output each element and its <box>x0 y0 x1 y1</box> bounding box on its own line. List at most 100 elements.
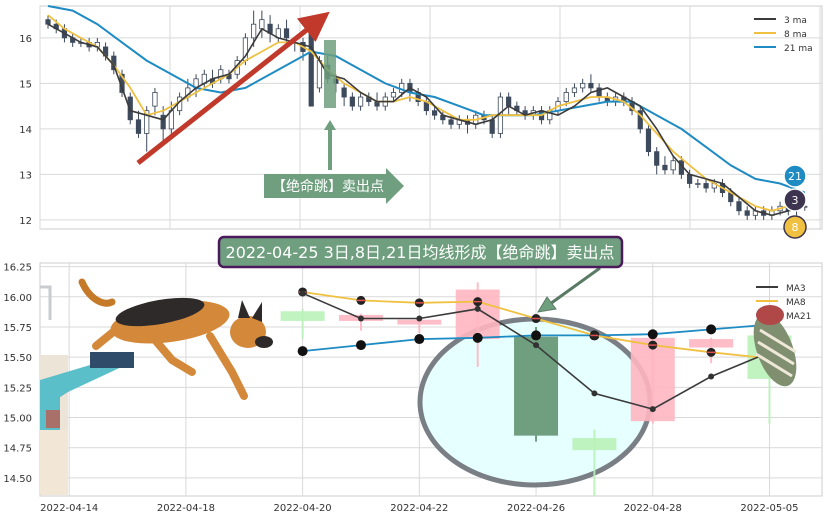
bottom-y-tick-label: 14.75 <box>3 444 32 455</box>
top-y-tick-label: 16 <box>19 34 32 45</box>
bottom-candle-body <box>689 339 734 348</box>
top-candle-body <box>637 110 643 130</box>
top-candle-body <box>390 92 397 98</box>
bottom-x-tick-label: 2022-04-18 <box>157 503 215 514</box>
top-candle-body <box>506 96 512 107</box>
bottom-ma3-line-marker <box>708 373 715 380</box>
top-y-tick-label: 12 <box>19 216 32 227</box>
bottom-ma21-line-marker <box>297 346 308 357</box>
bottom-candle-body <box>397 319 442 325</box>
end-badges: 21 3 8 <box>783 164 807 239</box>
bottom-candle-body <box>514 336 559 436</box>
bottom-x-tick-label: 2022-04-14 <box>40 503 98 514</box>
bottom-ma3-line-marker <box>416 315 423 322</box>
bottom-moving-averages <box>297 287 775 413</box>
rising-trend-arrow <box>136 11 330 165</box>
sell-signal-arrow-label <box>264 168 404 204</box>
bottom-y-tick-label: 15.75 <box>3 323 32 334</box>
top-candle-body <box>259 19 265 30</box>
top-candle-body <box>662 164 668 171</box>
bottom-x-ticks: 2022-04-14 2022-04-18 2022-04-20 2022-04-22… <box>40 503 798 514</box>
signal-pointer-shaft <box>328 130 332 170</box>
bottom-x-tick-label: 2022-04-26 <box>507 503 565 514</box>
bottom-ma3-line-marker <box>649 406 656 413</box>
bottom-y-tick-label: 15.50 <box>3 353 32 364</box>
top-candle-body <box>308 32 314 107</box>
signal-candle-highlight <box>324 40 336 108</box>
top-candle-body <box>489 119 495 134</box>
top-candle-body <box>736 201 742 212</box>
top-candle-body <box>160 114 166 130</box>
badge-3-text: 3 <box>792 194 799 207</box>
badge-8 <box>783 215 807 239</box>
bottom-ma21-line-marker <box>706 324 717 335</box>
bottom-ma21-line-marker <box>647 329 658 340</box>
top-candle-body <box>45 19 51 25</box>
top-candle-body <box>135 119 142 134</box>
top-y-tick-label: 14 <box>19 125 32 136</box>
badge-3 <box>783 188 807 212</box>
top-candle-body <box>563 92 569 102</box>
bottom-ma3-line-marker <box>299 290 306 297</box>
bottom-ma21-line-marker <box>355 340 366 351</box>
top-candle-body <box>703 183 709 189</box>
top-ma3-line <box>47 23 806 217</box>
dog-illustration <box>78 278 273 400</box>
bottom-x-tick-label: 2022-04-28 <box>624 503 682 514</box>
legend-ma21-label: MA21 <box>786 312 811 322</box>
top-candle-body <box>670 160 676 171</box>
top-candle-body <box>357 96 364 107</box>
top-candle-body <box>687 173 693 184</box>
top-candle-body <box>448 119 454 125</box>
badge-8-text: 8 <box>792 221 799 234</box>
top-candle-body <box>588 82 594 89</box>
bottom-y-ticks: 16.25 16.00 15.75 15.50 15.25 15.00 14.75 14.50 <box>3 263 32 485</box>
top-y-ticks: 16 15 14 13 12 <box>19 34 32 227</box>
bottom-ma3-line-marker <box>591 390 598 397</box>
legend-ma8-label: MA8 <box>786 298 806 308</box>
top-y-tick-label: 15 <box>19 79 32 90</box>
legend-3ma-label: 3 ma <box>784 16 807 26</box>
badge-21 <box>783 164 807 188</box>
bottom-candle-body <box>280 311 325 321</box>
bottom-candle-body <box>455 289 500 340</box>
top-legend: 3 ma 8 ma 21 ma <box>754 16 813 54</box>
bottom-ma21-line-marker <box>414 334 425 345</box>
bottom-candle-body <box>572 438 617 451</box>
banner-box <box>217 235 624 269</box>
top-candle-body <box>144 110 150 134</box>
bottom-y-tick-label: 15.00 <box>3 414 32 425</box>
bottom-ma3-line-marker <box>474 305 481 312</box>
bottom-y-tick-label: 16.25 <box>3 263 32 274</box>
top-candle-body <box>349 96 355 107</box>
top-candle-body <box>152 92 158 107</box>
top-candle-body <box>645 128 652 153</box>
bottom-ma3-line-marker <box>357 315 364 322</box>
top-y-tick-label: 13 <box>19 170 32 181</box>
badge-21-text: 21 <box>788 170 802 183</box>
bottom-x-tick-label: 2022-05-05 <box>740 503 798 514</box>
banner-pointer-line <box>549 266 601 306</box>
top-moving-averages <box>47 5 806 217</box>
top-ma8-line <box>47 14 805 212</box>
bottom-y-tick-label: 16.00 <box>3 293 32 304</box>
legend-8ma-label: 8 ma <box>784 30 807 40</box>
top-candle-body <box>654 151 660 166</box>
top-candle-body <box>251 23 257 39</box>
bottom-y-tick-label: 14.50 <box>3 474 32 485</box>
top-candle-body <box>283 28 290 39</box>
top-candle-body <box>432 110 438 116</box>
bottom-ma21-line-marker <box>472 332 483 343</box>
bottom-ma3-line-marker <box>533 342 540 349</box>
bottom-x-tick-label: 2022-04-20 <box>274 503 332 514</box>
top-candle-body <box>580 82 586 89</box>
top-candle-body <box>341 87 347 98</box>
legend-ma3-label: MA3 <box>786 284 806 294</box>
bottom-candles <box>280 282 792 496</box>
top-candle-body <box>571 87 578 93</box>
legend-21ma-label: 21 ma <box>784 44 813 54</box>
banner-pointer-head <box>537 296 557 313</box>
signal-pointer-head <box>324 120 336 130</box>
